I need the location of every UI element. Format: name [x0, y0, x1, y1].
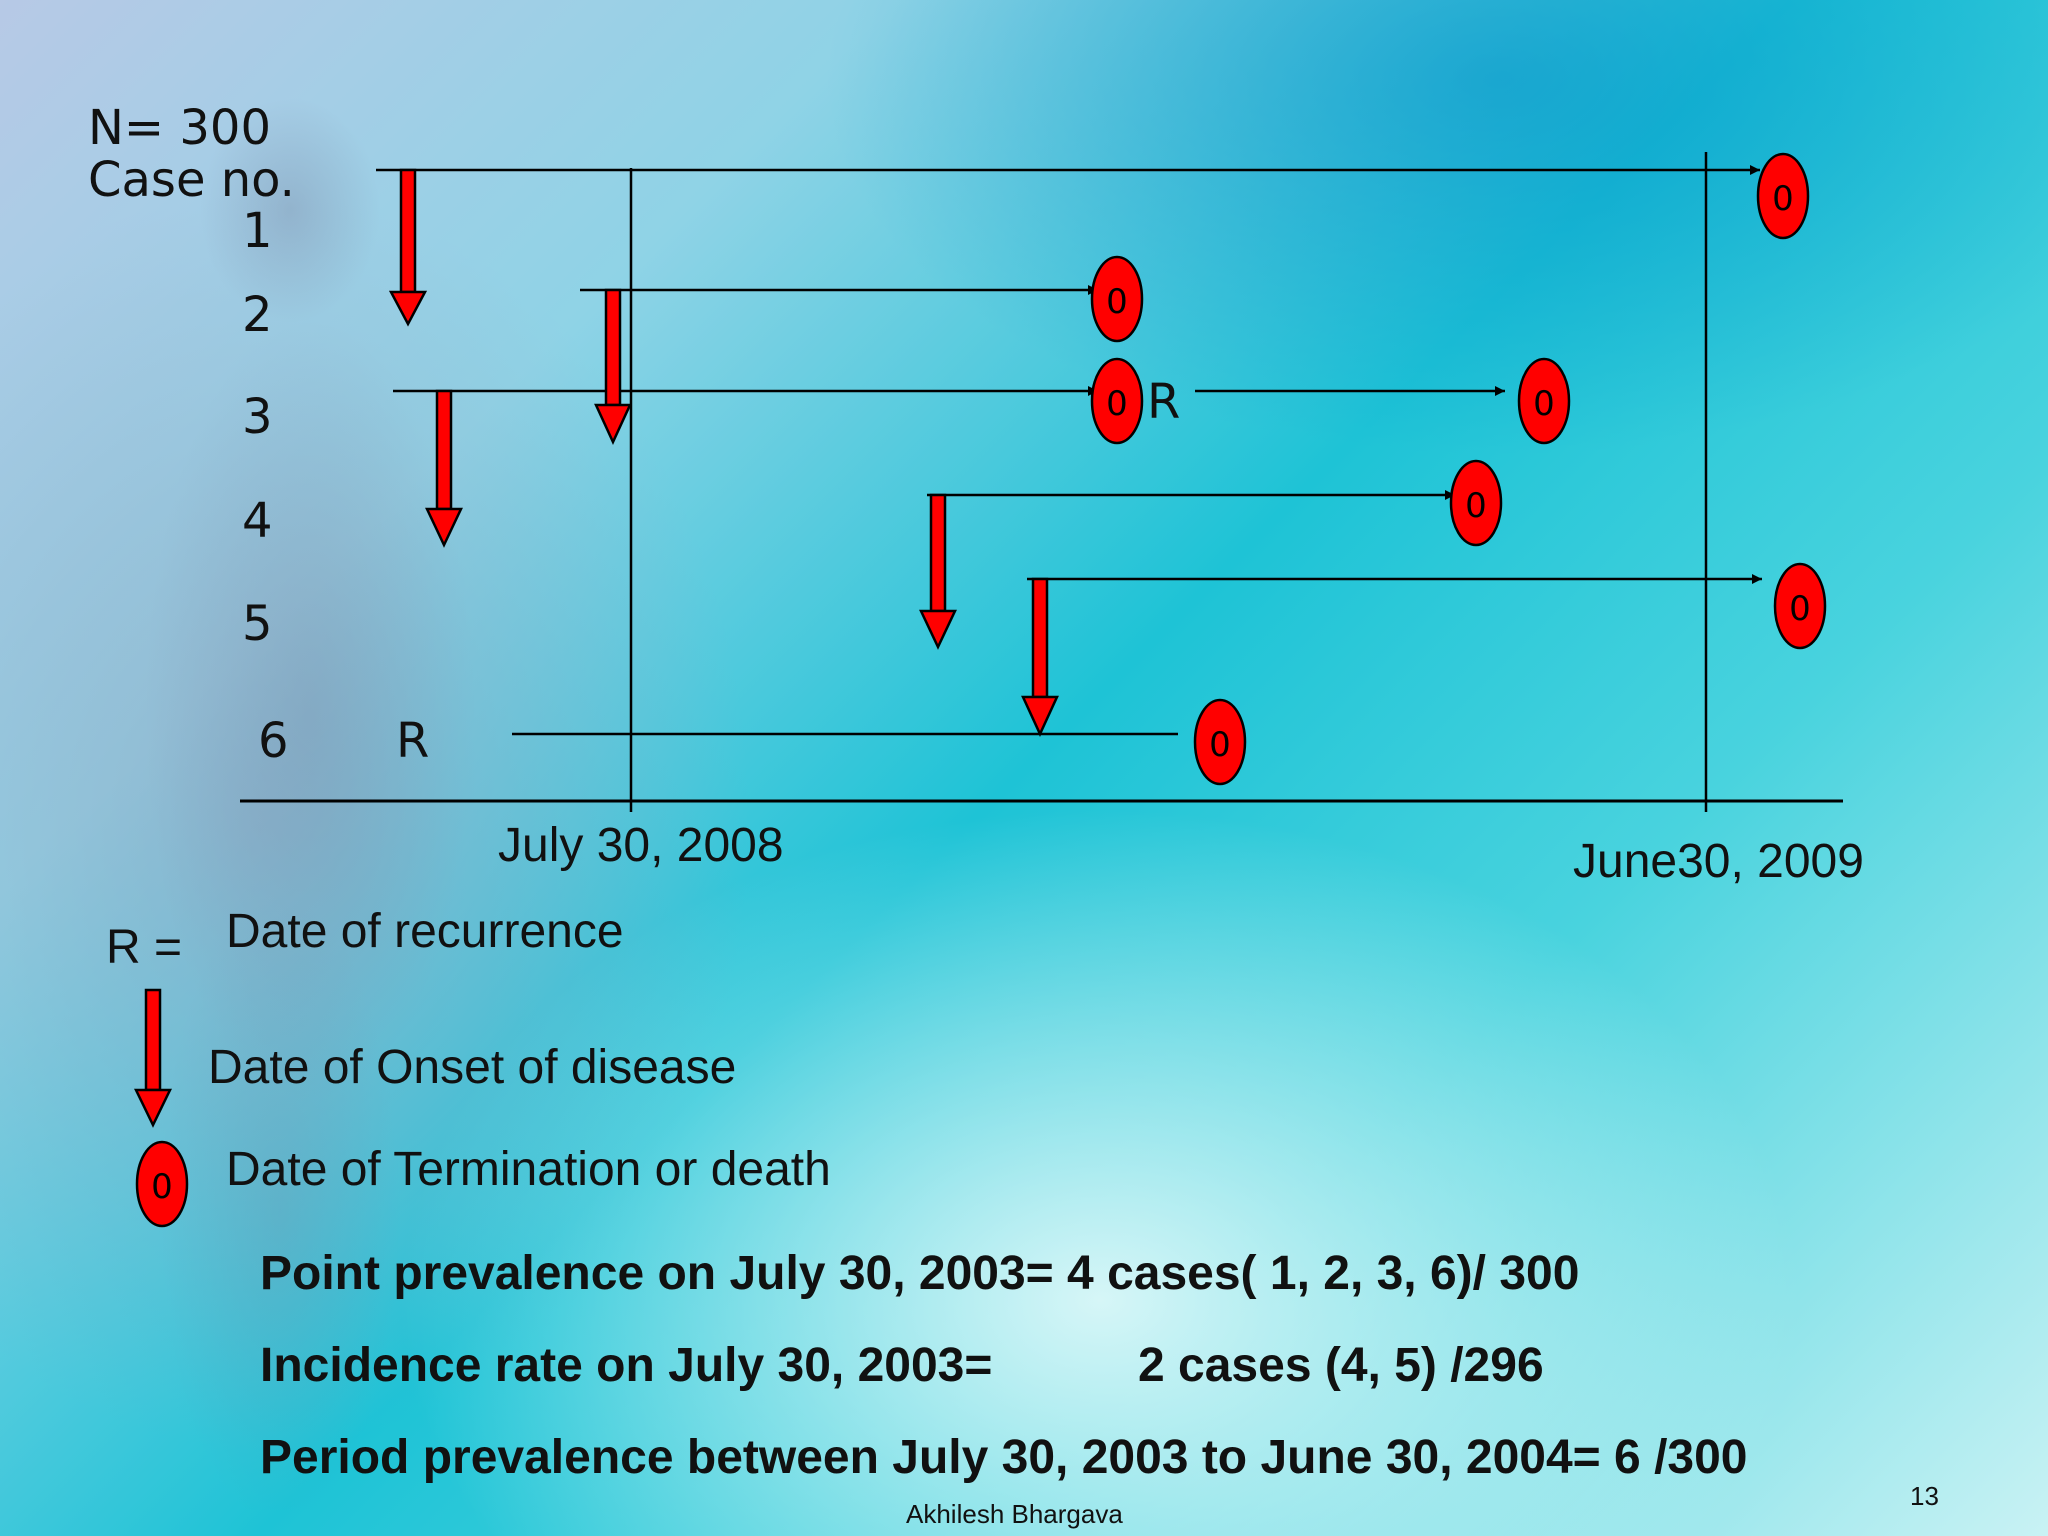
case-1-onset-arrow	[388, 168, 428, 327]
case-1-termination-marker: 0	[1756, 152, 1810, 240]
case-4-label: 4	[242, 493, 273, 549]
marker-symbol: 0	[1772, 179, 1794, 219]
marker-symbol: 0	[1789, 589, 1811, 629]
slide-number: 13	[1910, 1481, 1939, 1511]
case-4-termination-marker: 0	[1449, 459, 1503, 547]
case-3-recurrence-mark: R	[1147, 374, 1181, 430]
legend-onset-arrow	[134, 988, 172, 1128]
marker-symbol: 0	[1209, 725, 1231, 765]
case-3-onset-arrow	[425, 389, 463, 548]
legend-recurrence-text: Date of recurrence	[226, 905, 624, 958]
case-3-termination-marker: 0	[1090, 357, 1144, 445]
case-2-onset-arrow	[594, 288, 632, 445]
legend-onset-text: Date of Onset of disease	[208, 1041, 737, 1094]
case-3-recurrence-termination-marker: 0	[1517, 357, 1571, 445]
end-date-label: June30, 2009	[1573, 835, 1864, 888]
case-5-label: 5	[242, 596, 273, 652]
legend-r-key: R =	[106, 921, 183, 974]
legend-termination-marker: 0	[135, 1140, 189, 1228]
incidence-rate-value: 2 cases (4, 5) /296	[1138, 1339, 1544, 1392]
case-6-termination-marker: 0	[1193, 698, 1247, 786]
case-3-label: 3	[242, 389, 273, 445]
case-2-label: 2	[242, 287, 273, 343]
marker-symbol: 0	[1106, 282, 1128, 322]
case-number-header: Case no.	[88, 152, 295, 208]
marker-symbol: 0	[151, 1167, 173, 1207]
case-5-termination-marker: 0	[1773, 562, 1827, 650]
author-footer: Akhilesh Bhargava	[906, 1499, 1123, 1529]
legend-termination-text: Date of Termination or death	[226, 1143, 831, 1196]
case-5-onset-arrow	[1021, 577, 1059, 737]
case-2-termination-marker: 0	[1090, 255, 1144, 343]
case-6-recurrence-mark: R	[396, 713, 430, 769]
marker-symbol: 0	[1465, 486, 1487, 526]
marker-symbol: 0	[1106, 384, 1128, 424]
start-date-label: July 30, 2008	[498, 819, 784, 872]
incidence-rate-label: Incidence rate on July 30, 2003=	[260, 1339, 993, 1392]
period-prevalence-text: Period prevalence between July 30, 2003 …	[260, 1431, 1748, 1484]
case-6-label: 6	[258, 713, 289, 769]
case-4-onset-arrow	[919, 493, 957, 650]
population-size-label: N= 300	[88, 100, 271, 156]
case-1-label: 1	[242, 203, 273, 259]
marker-symbol: 0	[1533, 384, 1555, 424]
point-prevalence-text: Point prevalence on July 30, 2003= 4 cas…	[260, 1247, 1580, 1300]
